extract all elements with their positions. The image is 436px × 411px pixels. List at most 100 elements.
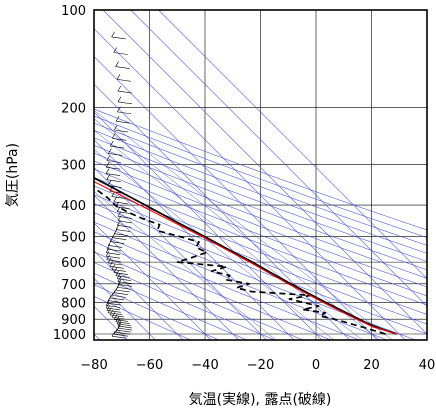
wind-barb-flag xyxy=(116,318,121,324)
dry-adiabat xyxy=(94,194,427,325)
skewed-isotherm xyxy=(94,56,378,340)
wind-barb-flag xyxy=(117,322,122,329)
x-tick-label: 40 xyxy=(419,358,436,373)
wind-barb-flag xyxy=(107,257,112,264)
mixing-ratio-line xyxy=(94,191,277,340)
skewed-isotherm xyxy=(158,10,427,279)
dry-adiabat xyxy=(94,144,427,271)
dry-adiabat xyxy=(94,262,276,340)
wind-barb xyxy=(117,286,132,290)
dewpoint-line xyxy=(94,186,386,335)
wind-barb xyxy=(112,137,127,141)
wind-barb-flag xyxy=(115,61,119,67)
wind-barb xyxy=(117,281,132,284)
wind-barb-flag xyxy=(109,140,114,147)
y-tick-label: 500 xyxy=(61,230,86,245)
y-tick-label: 100 xyxy=(61,4,86,19)
wind-barb-flag xyxy=(108,240,112,246)
wind-barb xyxy=(115,275,130,278)
dry-adiabat xyxy=(94,203,427,335)
wind-barb-flag xyxy=(111,331,116,337)
wind-barb xyxy=(114,129,129,133)
wind-barb-flag xyxy=(106,155,111,161)
x-tick-label: −20 xyxy=(247,358,274,373)
dry-adiabat xyxy=(94,168,427,297)
wind-barb xyxy=(117,90,132,94)
dry-adiabat xyxy=(94,122,427,246)
dry-adiabat xyxy=(94,221,389,340)
wind-barb xyxy=(117,323,132,327)
dry-adiabat xyxy=(94,284,220,340)
wind-barb xyxy=(115,321,130,324)
x-tick-label: 20 xyxy=(363,358,380,373)
dry-adiabat xyxy=(94,152,427,279)
x-tick-labels: −80 −60 −40 −20 0 20 40 xyxy=(80,358,435,373)
wind-barb-flag xyxy=(115,116,120,122)
wind-barb-flag xyxy=(115,316,120,322)
wind-barb xyxy=(116,120,131,124)
wind-barb xyxy=(111,335,127,339)
wind-barb xyxy=(113,272,128,275)
sounding-series xyxy=(94,176,397,335)
x-tick-label: −40 xyxy=(191,358,218,373)
wind-barb xyxy=(117,325,132,329)
wind-barb xyxy=(106,166,121,170)
wind-barb xyxy=(111,316,126,320)
wind-barb xyxy=(115,289,130,293)
y-tick-label: 800 xyxy=(61,297,86,312)
wind-barb-flag xyxy=(116,74,121,80)
wind-barb xyxy=(106,179,121,182)
wind-barb xyxy=(117,101,132,105)
skewed-isotherm xyxy=(94,28,406,340)
wind-barb xyxy=(115,66,130,69)
wind-barb-flag xyxy=(105,247,110,253)
wind-barb xyxy=(117,211,132,214)
skewed-isotherm xyxy=(94,278,156,340)
wind-barb xyxy=(113,201,128,205)
wind-barb-flag xyxy=(113,196,118,202)
wind-barb xyxy=(106,255,121,259)
y-tick-label: 700 xyxy=(61,278,86,293)
temperature-line xyxy=(94,176,397,335)
wind-barb xyxy=(108,300,123,303)
dry-adiabat xyxy=(94,185,427,315)
skewed-isotherm xyxy=(102,10,427,335)
dry-adiabat xyxy=(94,108,427,231)
wind-barb-flag xyxy=(109,292,114,299)
wind-barb xyxy=(106,307,121,311)
mixing-ratio-line xyxy=(94,149,335,340)
skewed-isotherm xyxy=(94,167,267,340)
wind-barbs xyxy=(105,31,132,339)
wind-barb xyxy=(117,329,132,333)
y-tick-label: 600 xyxy=(61,256,86,271)
wind-barb xyxy=(114,292,129,296)
y-tick-label: 1000 xyxy=(53,328,86,343)
wind-barb xyxy=(117,216,132,219)
wind-barb xyxy=(109,265,124,269)
wind-barb xyxy=(110,145,125,149)
wind-barb xyxy=(106,248,121,252)
dry-adiabat xyxy=(94,115,427,238)
wind-barb xyxy=(106,310,121,313)
wind-barb-flag xyxy=(113,329,118,335)
wind-barb-flag xyxy=(106,243,111,250)
parcel-path-line xyxy=(94,181,397,335)
x-tick-label: −60 xyxy=(136,358,163,373)
wind-barb-flag xyxy=(105,168,110,174)
wind-barb xyxy=(117,224,132,228)
wind-barb xyxy=(112,237,127,240)
wind-barb xyxy=(115,331,130,335)
dry-adiabat xyxy=(94,130,427,254)
wind-barb xyxy=(106,173,121,176)
wind-barb xyxy=(109,314,124,318)
wind-barb-flag xyxy=(111,31,115,38)
wind-barb-flag xyxy=(113,314,118,320)
dry-adiabat xyxy=(94,273,248,340)
wind-barb-flag xyxy=(112,133,116,139)
mixing-ratio-line xyxy=(94,118,381,340)
y-tick-label: 300 xyxy=(61,159,86,174)
wind-barb xyxy=(117,220,132,224)
wind-barb xyxy=(113,319,129,322)
dry-adiabat xyxy=(94,137,427,262)
isobar-grid xyxy=(93,9,428,340)
